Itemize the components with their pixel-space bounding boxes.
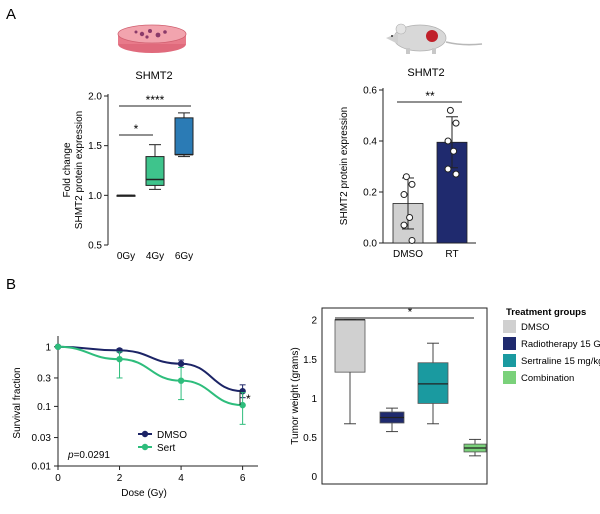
x-tick-label: DMSO — [393, 249, 423, 260]
data-point — [444, 137, 452, 145]
legend-label: Radiotherapy 15 Gy — [521, 339, 600, 350]
series-line — [57, 345, 243, 393]
p-value: =0.0291 — [74, 450, 111, 461]
legend-label: Sertraline 15 mg/kg — [521, 356, 600, 367]
y-tick-label: 2 — [311, 316, 317, 327]
legend-label: Combination — [521, 373, 574, 384]
x-tick-label: 0 — [55, 473, 61, 484]
y-axis-label: Survival fraction — [12, 367, 23, 438]
chart-title: SHMT2 — [135, 70, 172, 82]
panel-b-label: B — [6, 276, 16, 293]
box — [145, 156, 165, 186]
y-tick-label: 0.2 — [363, 188, 377, 199]
box — [417, 362, 449, 404]
data-point — [402, 173, 410, 181]
data-point — [54, 343, 62, 350]
y-axis-label: Tumor weight (grams) — [290, 347, 301, 444]
legend-label: Sert — [157, 443, 176, 454]
legend-title: Treatment groups — [506, 307, 586, 318]
p-symbol: p — [67, 450, 74, 461]
legend-marker — [141, 443, 149, 451]
y-tick-label: 0.5 — [88, 241, 102, 252]
box — [334, 319, 366, 373]
data-point — [444, 165, 452, 173]
legend-swatch — [503, 371, 516, 384]
x-tick-label: 4Gy — [146, 251, 164, 262]
data-point — [400, 221, 408, 229]
y-tick-label: 1.5 — [88, 141, 102, 152]
data-point — [446, 106, 454, 114]
chart-tumor-weight: 0 0.5 1 1.5 2 Tumor weight (grams) * Treatment … — [290, 305, 600, 485]
series-line — [57, 345, 243, 407]
legend-swatch — [503, 320, 516, 333]
significance-label: * — [408, 305, 413, 319]
x-tick-label: 0Gy — [117, 251, 135, 262]
data-point — [239, 401, 246, 409]
y-tick-label: 0.4 — [363, 137, 377, 148]
y-tick-label: 0.1 — [37, 402, 51, 413]
plot-frame — [321, 307, 488, 485]
p-value-annotation: p=0.0291 — [67, 450, 110, 461]
data-point — [177, 360, 185, 367]
chart-survival-fraction: 0.01 0.03 0.1 0.3 1 0 2 4 6 Dose (Gy) Survival fra… — [12, 336, 258, 499]
y-tick-label: 1 — [311, 394, 317, 405]
y-tick-label: 0 — [311, 472, 317, 483]
y-tick-label: 0.03 — [32, 433, 52, 444]
y-tick-label: 0.0 — [363, 239, 377, 250]
y-tick-label: 0.3 — [37, 373, 51, 384]
legend-marker — [141, 430, 149, 438]
significance-label: **** — [146, 93, 165, 107]
y-tick-label: 0.5 — [303, 433, 317, 444]
x-tick-label: 2 — [117, 473, 123, 484]
data-point — [406, 214, 414, 221]
x-tick-label: RT — [445, 249, 458, 260]
data-point — [452, 119, 460, 127]
mouse-icon — [386, 23, 483, 54]
data-point — [116, 355, 123, 363]
data-point — [450, 147, 458, 155]
y-tick-label: 1.0 — [88, 191, 102, 202]
y-axis-label: SHMT2 protein expression — [339, 107, 350, 225]
panel-a-label: A — [6, 6, 16, 23]
y-tick-label: 0.01 — [32, 462, 52, 473]
significance-label: ** — [425, 89, 435, 103]
y-axis-label-1: Fold change — [62, 142, 73, 197]
legend-label: DMSO — [157, 430, 187, 441]
legend-swatch — [503, 337, 516, 350]
y-tick-label: 1 — [45, 342, 51, 353]
box — [174, 117, 194, 156]
data-point — [452, 170, 460, 178]
y-tick-label: 1.5 — [303, 355, 317, 366]
data-point — [408, 236, 416, 244]
y-axis-label-2: SHMT2 protein expression — [74, 111, 85, 229]
y-tick-label: 0.6 — [363, 86, 377, 97]
x-tick-label: 6Gy — [175, 251, 193, 262]
petri-dish-icon — [117, 24, 187, 53]
legend-swatch — [503, 354, 516, 367]
chart-shmt2-fold-change: SHMT2 0.5 1.0 1.5 2.0 Fold change SHMT2 protei… — [62, 70, 194, 262]
legend-label: DMSO — [521, 322, 550, 333]
significance-label: * — [246, 392, 251, 406]
data-point — [408, 180, 416, 188]
x-tick-label: 4 — [178, 473, 184, 484]
data-point — [177, 377, 185, 384]
significance-label: * — [134, 122, 139, 136]
x-tick-label: 6 — [240, 473, 246, 484]
data-point — [400, 191, 408, 199]
x-axis-label: Dose (Gy) — [121, 488, 167, 499]
chart-shmt2-mouse-expression: SHMT2 0.0 0.2 0.4 0.6 SHMT2 protein expressio… — [339, 67, 476, 260]
y-tick-label: 2.0 — [88, 92, 102, 103]
chart-title: SHMT2 — [407, 67, 444, 79]
